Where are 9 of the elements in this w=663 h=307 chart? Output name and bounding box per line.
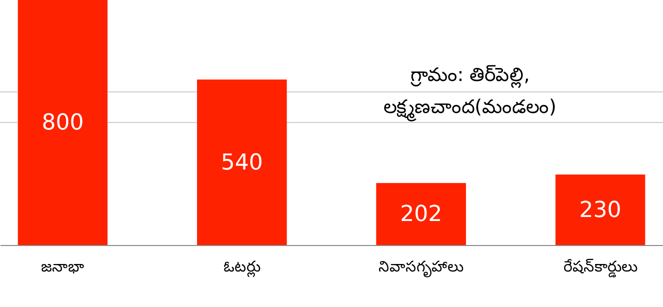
data-label: 230	[579, 198, 622, 223]
data-label: 800	[42, 110, 84, 136]
x-tick-label: రేషన్‌కార్డులు	[563, 258, 638, 278]
x-tick-label: ఓటర్లు	[223, 258, 260, 278]
x-tick-label: నివాసగృహాలు	[378, 258, 464, 278]
data-label: 202	[400, 202, 442, 228]
x-tick-label: జనాభా	[41, 258, 84, 276]
annotation: గ్రామం: తిర్‌పెల్లి, లక్ష్మణచాంద(మండలం)	[384, 64, 556, 122]
data-label: 540	[220, 150, 263, 176]
